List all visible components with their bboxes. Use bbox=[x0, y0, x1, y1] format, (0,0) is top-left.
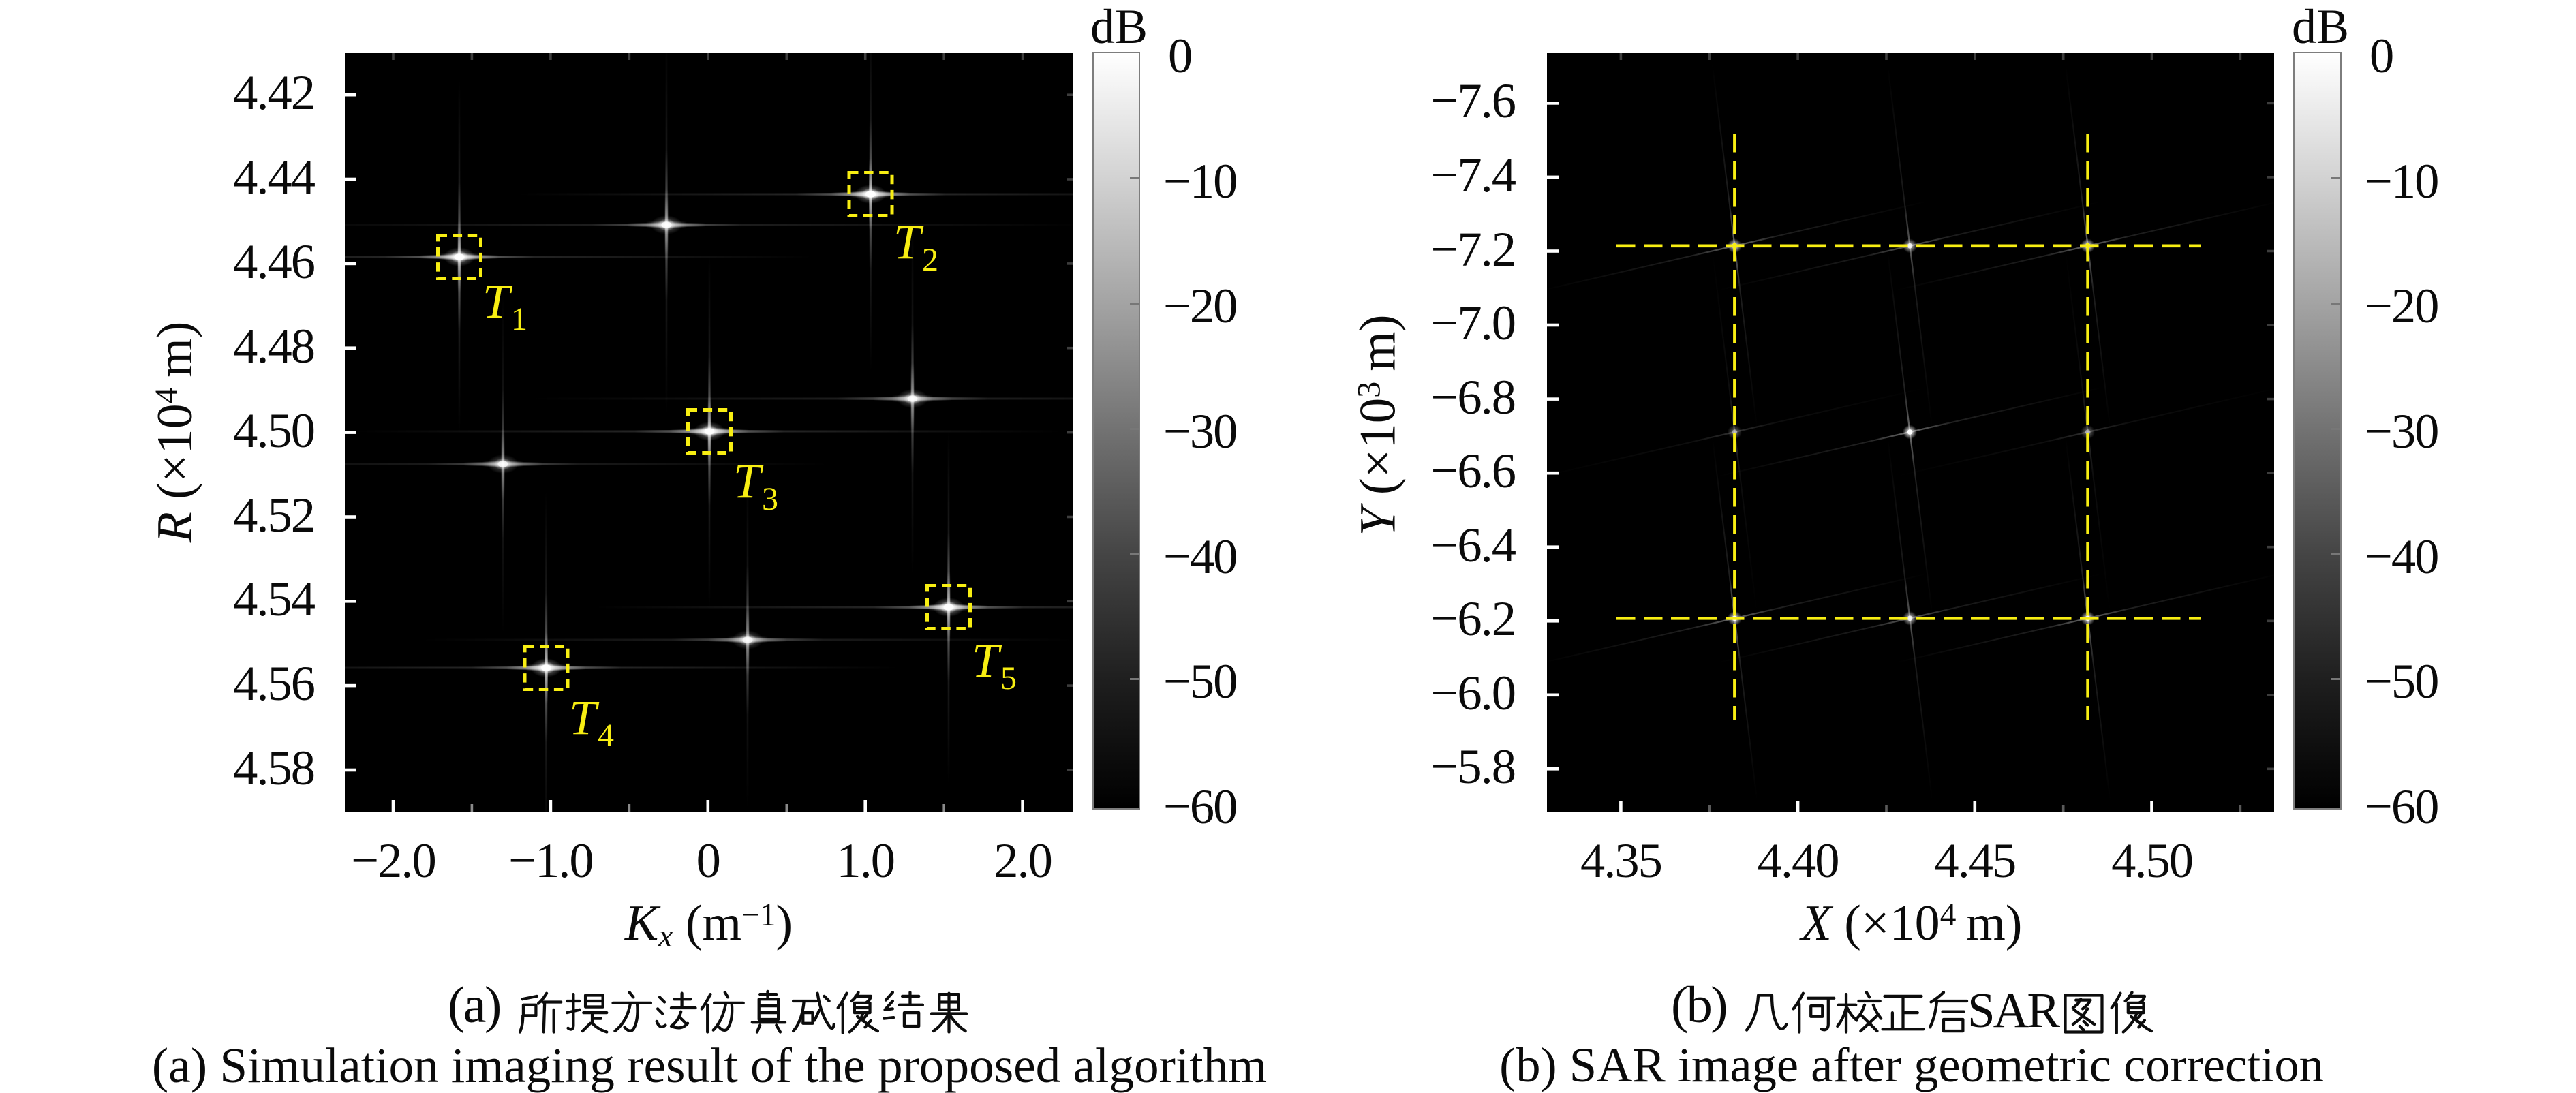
svg-text:5: 5 bbox=[1000, 660, 1017, 696]
svg-text:T: T bbox=[893, 215, 924, 269]
svg-text:T: T bbox=[569, 690, 600, 745]
svg-text:2: 2 bbox=[922, 242, 938, 278]
svg-text:1: 1 bbox=[511, 301, 527, 337]
svg-text:T: T bbox=[972, 633, 1002, 688]
svg-text:3: 3 bbox=[762, 481, 778, 517]
svg-text:T: T bbox=[482, 274, 513, 328]
svg-text:4: 4 bbox=[598, 718, 614, 754]
svg-text:T: T bbox=[733, 454, 764, 508]
